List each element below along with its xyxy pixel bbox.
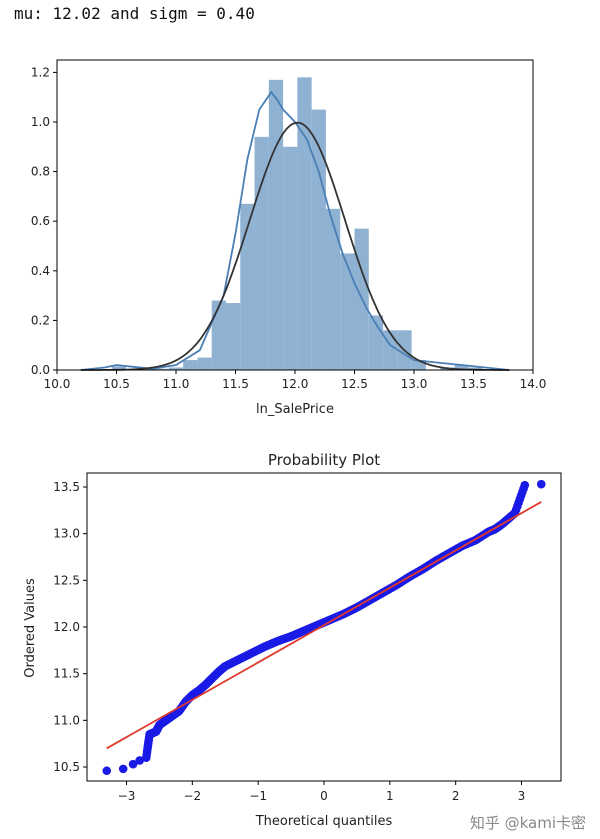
y-tick-label: 11.0 — [53, 713, 80, 727]
y-tick-label: 1.2 — [31, 65, 50, 79]
histogram-bar — [283, 146, 298, 370]
probability-x-ticks: −3 −2 −1 0 1 2 3 — [118, 781, 526, 803]
y-tick-label: 0.0 — [31, 363, 50, 377]
histogram-bar — [111, 366, 127, 370]
histogram-bar — [297, 77, 312, 371]
x-tick-label: 10.0 — [44, 377, 71, 391]
histogram-x-label: ln_SalePrice — [256, 402, 334, 417]
data-point — [118, 764, 128, 774]
histogram-bar — [183, 360, 198, 370]
histogram-bar — [468, 367, 484, 370]
x-tick-label: −3 — [118, 789, 136, 803]
histogram-bar — [211, 300, 226, 370]
histogram-bar — [154, 368, 169, 370]
data-point — [102, 766, 112, 776]
histogram-bar — [383, 330, 398, 370]
probability-y-ticks: 10.5 11.0 11.5 12.0 12.5 13.0 13.5 — [53, 480, 87, 774]
x-tick-label: 12.5 — [341, 377, 368, 391]
kde-curve — [80, 90, 510, 371]
histogram-x-ticks: 10.0 10.5 11.0 11.5 12.0 12.5 13.0 13.5 14.0 — [44, 370, 547, 391]
y-tick-label: 13.5 — [53, 480, 80, 494]
y-tick-label: 11.5 — [53, 667, 80, 681]
x-tick-label: −2 — [183, 789, 201, 803]
histogram-bar — [340, 253, 355, 370]
histogram-bar — [268, 79, 284, 370]
y-tick-label: 0.4 — [31, 264, 50, 278]
histogram-bar — [225, 303, 241, 370]
x-tick-label: 12.0 — [282, 377, 309, 391]
histogram-bar — [240, 203, 255, 370]
probability-y-label: Ordered Values — [23, 578, 38, 678]
data-points — [102, 479, 546, 776]
y-tick-label: 0.2 — [31, 313, 50, 327]
x-tick-label: 11.5 — [222, 377, 249, 391]
histogram-bar — [411, 360, 426, 370]
y-tick-label: 10.5 — [53, 760, 80, 774]
histogram-bar — [454, 365, 469, 370]
x-tick-label: −1 — [249, 789, 267, 803]
histogram-bars — [111, 77, 484, 371]
y-tick-label: 12.0 — [53, 620, 80, 634]
watermark: 知乎 @kami卡密 — [469, 814, 586, 832]
probability-plot: Probability Plot −3 −2 −1 0 1 2 3 10.5 11.0 11.5… — [23, 451, 562, 829]
histogram-bar — [168, 367, 184, 370]
x-tick-label: 0 — [320, 789, 328, 803]
y-tick-label: 0.6 — [31, 214, 50, 228]
histogram-bar — [325, 208, 341, 370]
y-tick-label: 13.0 — [53, 527, 80, 541]
data-point — [520, 480, 530, 490]
x-tick-label: 11.0 — [163, 377, 190, 391]
histogram-chart: 10.0 10.5 11.0 11.5 12.0 12.5 13.0 13.5 14.0 0.0… — [31, 59, 547, 417]
data-point — [536, 479, 546, 489]
histogram-bar — [311, 109, 326, 370]
x-tick-label: 1 — [386, 789, 394, 803]
x-tick-label: 10.5 — [103, 377, 130, 391]
fit-line — [106, 501, 542, 750]
x-tick-label: 13.5 — [460, 377, 487, 391]
x-tick-label: 2 — [452, 789, 460, 803]
y-tick-label: 12.5 — [53, 573, 80, 587]
histogram-bar — [197, 357, 212, 370]
y-tick-label: 1.0 — [31, 115, 50, 129]
data-point — [128, 759, 138, 769]
histogram-bar — [254, 136, 269, 370]
histogram-y-ticks: 0.0 0.2 0.4 0.6 0.8 1.0 1.2 — [31, 65, 57, 377]
probability-x-label: Theoretical quantiles — [255, 814, 393, 829]
data-point — [135, 756, 144, 765]
x-tick-label: 14.0 — [520, 377, 547, 391]
probability-plot-title: Probability Plot — [268, 451, 380, 469]
y-tick-label: 0.8 — [31, 165, 50, 179]
x-tick-label: 13.0 — [401, 377, 428, 391]
normal-fit-curve — [80, 121, 510, 371]
console-output: mu: 12.02 and sigm = 0.40 — [14, 4, 255, 23]
x-tick-label: 3 — [518, 789, 526, 803]
